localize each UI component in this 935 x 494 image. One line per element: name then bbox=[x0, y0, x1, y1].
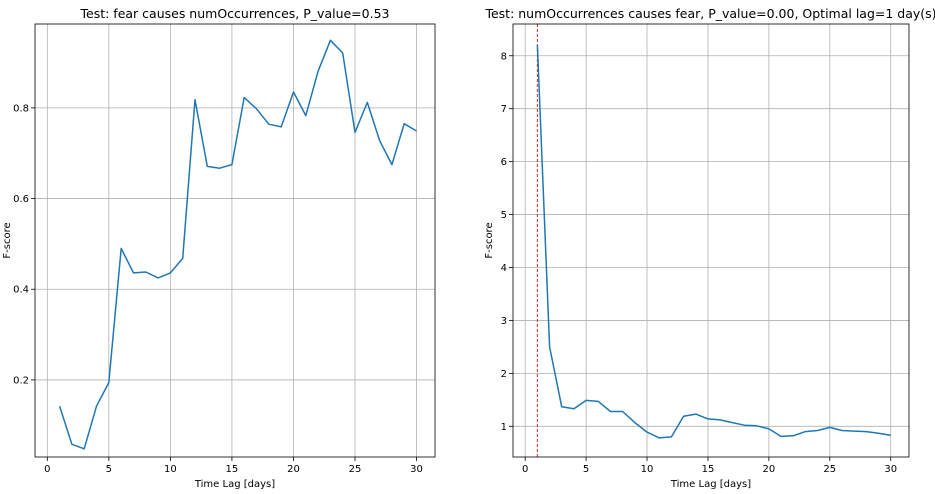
chart2-ytick-label: 2 bbox=[501, 369, 507, 380]
chart2-ytick-label: 7 bbox=[501, 104, 507, 115]
chart1-xtick-label: 10 bbox=[164, 464, 177, 475]
chart1-xtick-label: 0 bbox=[44, 464, 50, 475]
chart2-xtick-label: 5 bbox=[583, 464, 589, 475]
chart1-xtick-label: 5 bbox=[106, 464, 112, 475]
chart2-ytick-label: 6 bbox=[501, 157, 507, 168]
chart1-ytick-label: 0.2 bbox=[13, 375, 29, 386]
chart2-axes: 0 5 10 15 20 25 30 1 2 3 4 5 6 7 8 Test: numOccurrences… bbox=[484, 6, 935, 490]
chart1-ytick-label: 0.4 bbox=[13, 285, 29, 296]
chart1-xtick-label: 30 bbox=[410, 464, 423, 475]
chart1-ylabel: F-score bbox=[2, 222, 13, 258]
chart2-xtick-label: 15 bbox=[702, 464, 715, 475]
chart2-ytick-label: 5 bbox=[501, 210, 507, 221]
chart2-ytick-label: 4 bbox=[501, 263, 507, 274]
chart2-title: Test: numOccurrences causes fear, P_valu… bbox=[484, 6, 935, 21]
chart1-ytick-label: 0.6 bbox=[13, 194, 29, 205]
chart2-xlabel: Time Lag [days] bbox=[670, 479, 751, 490]
chart1-xtick-label: 15 bbox=[226, 464, 239, 475]
chart1-xtick-label: 25 bbox=[349, 464, 362, 475]
chart2-xtick-label: 0 bbox=[522, 464, 528, 475]
chart1-title: Test: fear causes numOccurrences, P_valu… bbox=[80, 6, 390, 21]
chart2-xtick-label: 20 bbox=[763, 464, 776, 475]
chart2-xtick-label: 30 bbox=[884, 464, 897, 475]
chart2-series-line bbox=[536, 45, 891, 439]
chart2-ytick-label: 8 bbox=[501, 51, 507, 62]
chart2-frame bbox=[512, 23, 910, 458]
chart1-xlabel: Time Lag [days] bbox=[194, 479, 275, 490]
chart1-series-line bbox=[58, 39, 417, 450]
chart1-xtick-label: 20 bbox=[287, 464, 300, 475]
chart1-ytick-label: 0.8 bbox=[13, 103, 29, 114]
chart2-ytick-label: 3 bbox=[501, 316, 507, 327]
chart1-axes: 0 5 10 15 20 25 30 0.2 0.4 0.6 0.8 Test: fear cause… bbox=[2, 6, 436, 490]
chart1-frame bbox=[34, 23, 436, 458]
chart2-ytick-label: 1 bbox=[501, 422, 507, 433]
chart2-xtick-label: 25 bbox=[823, 464, 836, 475]
chart2-xtick-label: 10 bbox=[641, 464, 654, 475]
chart2-ylabel: F-score bbox=[484, 222, 495, 258]
